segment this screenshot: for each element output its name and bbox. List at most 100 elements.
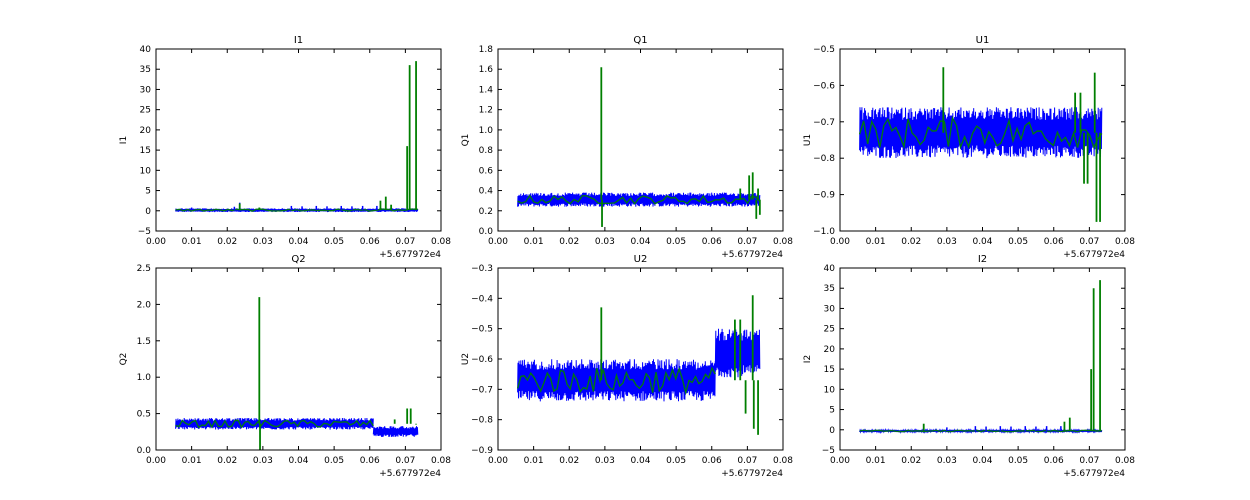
x-tick-label: 0.05 [1008, 456, 1028, 466]
x-offset-label: +5.677972e4 [721, 250, 783, 260]
x-tick-label: 0.06 [360, 456, 380, 466]
y-tick-label: 1.6 [479, 65, 494, 75]
x-tick-label: 0.08 [431, 237, 451, 247]
subplot-title: I1 [294, 35, 303, 46]
x-offset-label: +5.677972e4 [1063, 250, 1125, 260]
subplot-i2: 0.00 0.01 0.02 0.03 0.04 0.05 0.06 0.07 0.08 −5 0 5… [803, 254, 1135, 479]
x-tick-label: 0.01 [524, 456, 544, 466]
x-tick-label: 0.01 [182, 237, 202, 247]
y-tick-label: 0.0 [137, 446, 152, 456]
subplot-u1: 0.00 0.01 0.02 0.03 0.04 0.05 0.06 0.07 0.08 −1.0… [803, 35, 1135, 260]
plot-area [859, 280, 1103, 435]
x-tick-label: 0.08 [431, 456, 451, 466]
y-tick-label: −0.5 [813, 45, 835, 55]
x-tick-label: 0.04 [972, 237, 992, 247]
subplot-title: I2 [978, 254, 987, 265]
y-tick-label: −0.6 [813, 81, 835, 91]
blue-series-band-1 [517, 359, 716, 402]
y-tick-label: 1.5 [137, 337, 151, 347]
plot-area [516, 295, 761, 435]
x-tick-label: 0.06 [360, 237, 380, 247]
x-tick-label: 0.02 [217, 456, 237, 466]
y-tick-label: −5 [822, 446, 835, 456]
x-tick-label: 0.03 [937, 237, 957, 247]
y-tick-label: −0.7 [813, 118, 835, 128]
x-tick-label: 0.07 [737, 237, 757, 247]
y-tick-label: 0.8 [479, 146, 494, 156]
x-tick-label: 0.07 [395, 237, 415, 247]
y-tick-label: −1.0 [813, 227, 835, 237]
subplot-title: Q2 [291, 254, 305, 265]
y-tick-label: 0.0 [479, 227, 494, 237]
x-tick-label: 0.04 [972, 456, 992, 466]
green-series-trace [517, 194, 761, 205]
x-tick-label: 0.00 [488, 237, 508, 247]
x-tick-label: 0.04 [630, 456, 650, 466]
x-tick-label: 0.07 [1079, 456, 1099, 466]
green-series-trace [175, 208, 418, 212]
y-tick-label: −5 [138, 227, 151, 237]
x-tick-label: 0.04 [288, 237, 308, 247]
y-tick-label: 20 [824, 345, 836, 355]
y-tick-label: 2.0 [137, 300, 152, 310]
blue-series-band-1 [175, 417, 374, 430]
plot-area [517, 67, 761, 227]
y-tick-label: 5 [145, 187, 151, 197]
x-tick-label: 0.02 [901, 237, 921, 247]
y-tick-label: −0.9 [471, 446, 493, 456]
x-offset-label: +5.677972e4 [1063, 469, 1125, 479]
x-offset-label: +5.677972e4 [379, 250, 441, 260]
y-tick-label: 25 [824, 325, 835, 335]
y-axis-label: Q1 [461, 134, 471, 147]
y-tick-label: 15 [824, 365, 835, 375]
x-tick-label: 0.05 [666, 237, 686, 247]
y-axis-label: Q2 [119, 353, 129, 366]
y-axis-label: U2 [461, 353, 471, 365]
x-tick-label: 0.06 [702, 456, 722, 466]
subplot-u2: 0.00 0.01 0.02 0.03 0.04 0.05 0.06 0.07 0.08 −0.9… [461, 254, 793, 479]
subplot-title: U2 [634, 254, 648, 265]
y-tick-label: 10 [140, 166, 152, 176]
x-tick-label: 0.08 [773, 456, 793, 466]
x-tick-label: 0.02 [559, 456, 579, 466]
y-tick-label: 30 [140, 85, 152, 95]
plot-area [858, 67, 1103, 222]
y-tick-label: 1.8 [479, 45, 494, 55]
x-tick-label: 0.05 [1008, 237, 1028, 247]
x-tick-label: 0.05 [324, 237, 344, 247]
y-tick-label: −0.4 [471, 294, 493, 304]
y-tick-label: 40 [824, 264, 836, 274]
x-tick-label: 0.08 [1115, 237, 1135, 247]
y-tick-label: 0.2 [479, 207, 493, 217]
subplot-q1: 0.00 0.01 0.02 0.03 0.04 0.05 0.06 0.07 0.08 0.0 0… [461, 35, 793, 260]
x-tick-label: 0.05 [666, 456, 686, 466]
x-tick-label: 0.07 [395, 456, 415, 466]
y-tick-label: 1.2 [479, 106, 493, 116]
x-tick-label: 0.06 [1044, 237, 1064, 247]
x-tick-label: 0.00 [830, 456, 850, 466]
y-tick-label: 20 [140, 126, 152, 136]
x-tick-label: 0.02 [217, 237, 237, 247]
green-series-trace [859, 429, 1102, 433]
x-tick-label: 0.07 [1079, 237, 1099, 247]
x-tick-label: 0.04 [630, 237, 650, 247]
x-tick-label: 0.03 [937, 456, 957, 466]
y-tick-label: −0.8 [471, 416, 493, 426]
y-tick-label: 0 [145, 207, 151, 217]
x-tick-label: 0.00 [146, 456, 166, 466]
y-tick-label: 1.0 [137, 373, 152, 383]
green-series-trace [175, 419, 374, 429]
y-tick-label: −0.7 [471, 385, 493, 395]
y-axis-label: I1 [119, 136, 129, 144]
green-series-trace [858, 115, 1103, 150]
x-tick-label: 0.02 [559, 237, 579, 247]
y-tick-label: 1.0 [479, 126, 494, 136]
subplot-title: U1 [976, 35, 990, 46]
plot-area [175, 297, 419, 450]
y-tick-label: 5 [829, 406, 835, 416]
y-tick-label: 0.4 [479, 187, 494, 197]
y-tick-label: 0.5 [137, 410, 151, 420]
x-tick-label: 0.01 [524, 237, 544, 247]
y-tick-label: 25 [140, 106, 151, 116]
y-tick-label: 35 [140, 65, 151, 75]
